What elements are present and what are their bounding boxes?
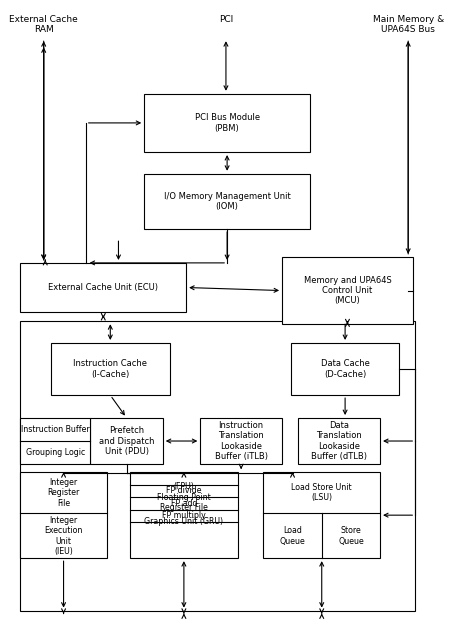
Text: FP add: FP add [171, 499, 197, 508]
Bar [130, 472, 238, 558]
Bar [90, 418, 163, 464]
Text: (FPU)
Floating Point
Register File: (FPU) Floating Point Register File [157, 482, 211, 512]
Text: Load
Queue: Load Queue [280, 526, 305, 545]
Text: Store
Queue: Store Queue [338, 526, 364, 545]
Bar [20, 263, 186, 312]
Text: Integer
Execution
Unit
(IEU): Integer Execution Unit (IEU) [44, 516, 83, 556]
Text: Graphics Unit (GRU): Graphics Unit (GRU) [144, 517, 223, 526]
Text: FP divide: FP divide [166, 487, 201, 495]
Bar [20, 418, 90, 464]
Bar [282, 257, 413, 324]
Text: Integer
Register
File: Integer Register File [48, 478, 80, 508]
Text: Main Memory &
UPA64S Bus: Main Memory & UPA64S Bus [372, 15, 444, 34]
Text: I/O Memory Management Unit
(IOM): I/O Memory Management Unit (IOM) [164, 192, 291, 211]
Text: Data
Translation
Lookaside
Buffer (dTLB): Data Translation Lookaside Buffer (dTLB) [311, 421, 367, 461]
Text: External Cache Unit (ECU): External Cache Unit (ECU) [48, 283, 158, 292]
Text: Instruction Buffer: Instruction Buffer [21, 425, 90, 434]
Bar [20, 321, 415, 610]
Text: Instruction
Translation
Lookaside
Buffer (iTLB): Instruction Translation Lookaside Buffer… [215, 421, 267, 461]
Text: PCI: PCI [219, 15, 233, 24]
Text: Memory and UPA64S
Control Unit
(MCU): Memory and UPA64S Control Unit (MCU) [304, 275, 391, 306]
Bar [263, 472, 380, 558]
Text: FP multiply: FP multiply [162, 511, 206, 521]
Bar [144, 93, 310, 152]
Text: Grouping Logic: Grouping Logic [26, 448, 85, 457]
Text: External Cache
RAM: External Cache RAM [10, 15, 78, 34]
Bar [51, 343, 170, 395]
Text: PCI Bus Module
(PBM): PCI Bus Module (PBM) [195, 113, 260, 132]
Text: Load Store Unit
(LSU): Load Store Unit (LSU) [292, 483, 352, 503]
Text: Data Cache
(D-Cache): Data Cache (D-Cache) [321, 359, 370, 379]
Bar [200, 418, 282, 464]
Bar [20, 472, 107, 558]
Text: Prefetch
and Dispatch
Unit (PDU): Prefetch and Dispatch Unit (PDU) [99, 426, 154, 456]
Text: Instruction Cache
(I-Cache): Instruction Cache (I-Cache) [73, 359, 147, 379]
Bar [291, 343, 399, 395]
Bar [298, 418, 380, 464]
Bar [144, 174, 310, 229]
